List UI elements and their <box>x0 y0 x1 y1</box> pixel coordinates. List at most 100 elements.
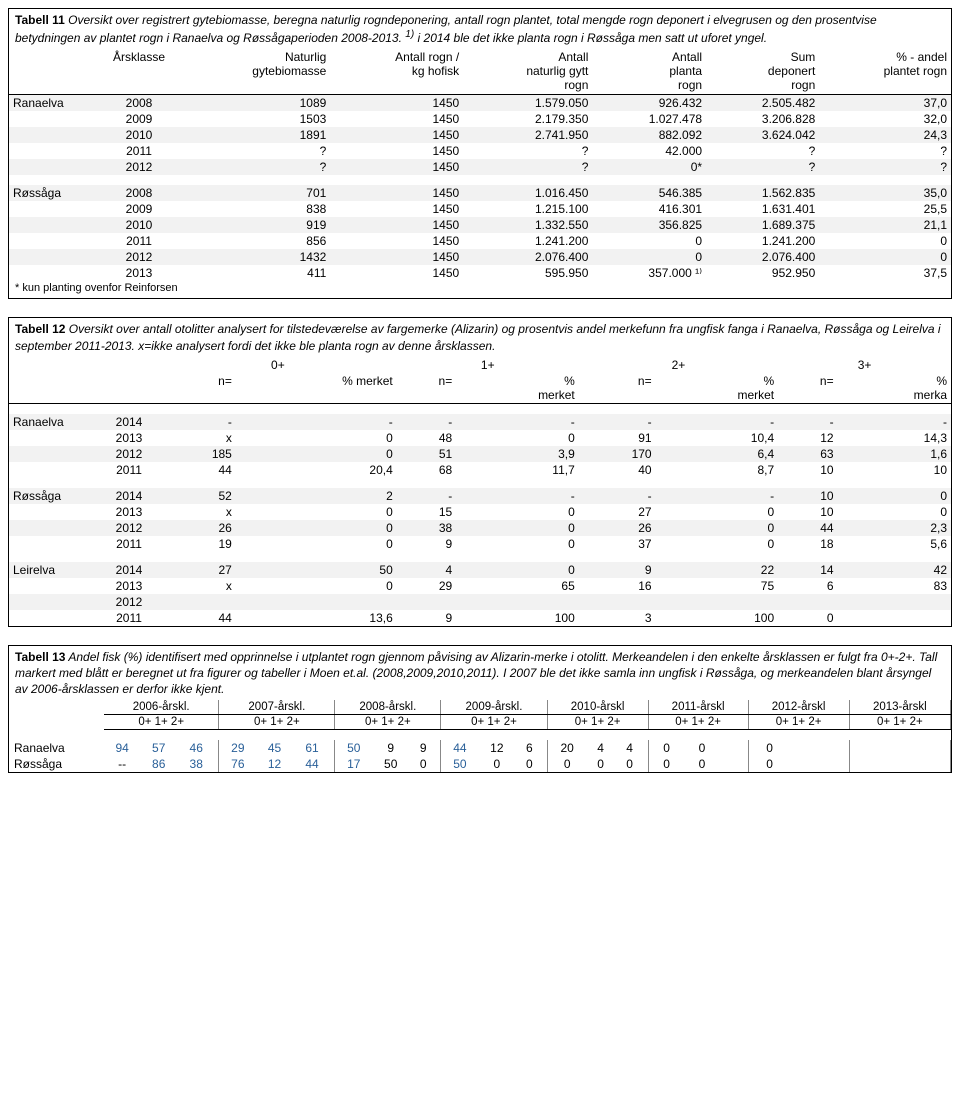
t11-cell: ? <box>179 143 330 159</box>
t11-cell: 1.016.450 <box>463 185 592 201</box>
t12-year: 2014 <box>99 414 159 430</box>
table-row: Røssåga--8638761244175005000000000 <box>9 756 951 772</box>
t13-cell: 20 <box>547 740 587 756</box>
t13-cell: 9 <box>409 740 441 756</box>
table12-caption-num: Tabell 12 <box>15 322 65 336</box>
t11-cell: ? <box>706 143 819 159</box>
t12-cell: 26 <box>579 520 656 536</box>
t12-cell: 0 <box>236 430 397 446</box>
t12-cell: - <box>579 414 656 430</box>
t12-cell: 44 <box>778 520 837 536</box>
t12-cell: x <box>159 578 236 594</box>
t12-cell: 20,4 <box>236 462 397 478</box>
river-name: Ranaelva <box>9 95 99 112</box>
t11-cell: 0 <box>592 233 706 249</box>
t12-cell: 68 <box>397 462 456 478</box>
t11-cell: 1.215.100 <box>463 201 592 217</box>
t12-cell: 0 <box>236 446 397 462</box>
t12-subheader: n= <box>159 373 236 404</box>
t13-sub: 0+ 1+ 2+ <box>441 715 547 730</box>
t12-cell: 5,6 <box>838 536 951 552</box>
table13-caption-text: Andel fisk (%) identifisert med opprinne… <box>15 650 937 696</box>
t12-year: 2013 <box>99 430 159 446</box>
table-row: Røssåga2014522----100 <box>9 488 951 504</box>
table11-caption: Tabell 11 Oversikt over registrert gyteb… <box>9 9 951 49</box>
t13-cell: 0 <box>684 740 719 756</box>
t12-cell: - <box>838 414 951 430</box>
t13-cell: 0 <box>587 756 615 772</box>
t13-year-header: 2009-årskl. <box>441 700 547 715</box>
t11-cell: 919 <box>179 217 330 233</box>
t11-cell: 926.432 <box>592 95 706 112</box>
t13-cell <box>720 740 748 756</box>
t13-cell: 12 <box>478 740 515 756</box>
t12-cell <box>456 594 579 610</box>
t12-cell <box>236 594 397 610</box>
t12-cell: x <box>159 504 236 520</box>
t12-cell: 0 <box>456 504 579 520</box>
t11-header-3: Antallnaturlig gyttrogn <box>463 49 592 95</box>
t11-cell: 32,0 <box>819 111 951 127</box>
t12-cell: 52 <box>159 488 236 504</box>
t12-cell: 48 <box>397 430 456 446</box>
t11-cell: 1450 <box>330 233 463 249</box>
t13-year-header: 2006-årskl. <box>104 700 219 715</box>
t12-year: 2011 <box>99 536 159 552</box>
t12-cell: 0 <box>456 562 579 578</box>
t13-sub: 0+ 1+ 2+ <box>849 715 950 730</box>
t12-cell: 44 <box>159 610 236 626</box>
t12-cell: 0 <box>838 504 951 520</box>
table-row: 2009150314502.179.3501.027.4783.206.8283… <box>9 111 951 127</box>
t11-cell: 2.505.482 <box>706 95 819 112</box>
t13-sub: 0+ 1+ 2+ <box>219 715 335 730</box>
t12-cell: 44 <box>159 462 236 478</box>
t12-cell: - <box>456 488 579 504</box>
t12-year: 2014 <box>99 562 159 578</box>
t13-cell: 0 <box>515 756 547 772</box>
t12-cell: 91 <box>579 430 656 446</box>
t13-cell: 46 <box>177 740 219 756</box>
t11-cell: 1450 <box>330 201 463 217</box>
table-row: Ranaelva2014-------- <box>9 414 951 430</box>
table11-caption-sup: 1) <box>405 29 414 40</box>
t11-cell: 1450 <box>330 185 463 201</box>
t11-cell: 595.950 <box>463 265 592 281</box>
t12-cell <box>579 594 656 610</box>
table-row: 201185614501.241.20001.241.2000 <box>9 233 951 249</box>
t13-cell <box>849 756 880 772</box>
t11-cell: 2013 <box>99 265 179 281</box>
t12-cell: 6,4 <box>656 446 779 462</box>
t12-agegroup: 0+ <box>159 357 397 373</box>
t11-cell: 0 <box>819 233 951 249</box>
t13-year-header: 2011-årskl <box>648 700 748 715</box>
table-row: 201091914501.332.550356.8251.689.37521,1 <box>9 217 951 233</box>
t13-cell: 0 <box>478 756 515 772</box>
table-row: 20134111450595.950357.000 ¹⁾952.95037,5 <box>9 265 951 281</box>
t12-cell: 185 <box>159 446 236 462</box>
t13-cell: 45 <box>256 740 293 756</box>
t12-agegroup: 2+ <box>579 357 778 373</box>
t11-cell: 3.624.042 <box>706 127 819 143</box>
t13-cell <box>720 756 748 772</box>
t12-cell: 0 <box>236 504 397 520</box>
t12-cell: 100 <box>456 610 579 626</box>
t13-cell: 12 <box>256 756 293 772</box>
t12-cell: 8,7 <box>656 462 779 478</box>
t12-cell: 0 <box>456 430 579 446</box>
t12-cell: - <box>236 414 397 430</box>
t11-cell: 1891 <box>179 127 330 143</box>
t12-cell: 42 <box>838 562 951 578</box>
river-name: Ranaelva <box>9 740 104 756</box>
t12-cell: 0 <box>656 536 779 552</box>
t12-cell: 14 <box>778 562 837 578</box>
t13-cell: 6 <box>515 740 547 756</box>
t12-cell <box>656 594 779 610</box>
t11-cell: 1.689.375 <box>706 217 819 233</box>
t12-cell: 63 <box>778 446 837 462</box>
t11-cell: 546.385 <box>592 185 706 201</box>
t11-cell: 21,1 <box>819 217 951 233</box>
river-name: Røssåga <box>9 756 104 772</box>
t13-cell: 94 <box>104 740 141 756</box>
t13-cell: 44 <box>293 756 335 772</box>
t13-cell <box>849 740 880 756</box>
